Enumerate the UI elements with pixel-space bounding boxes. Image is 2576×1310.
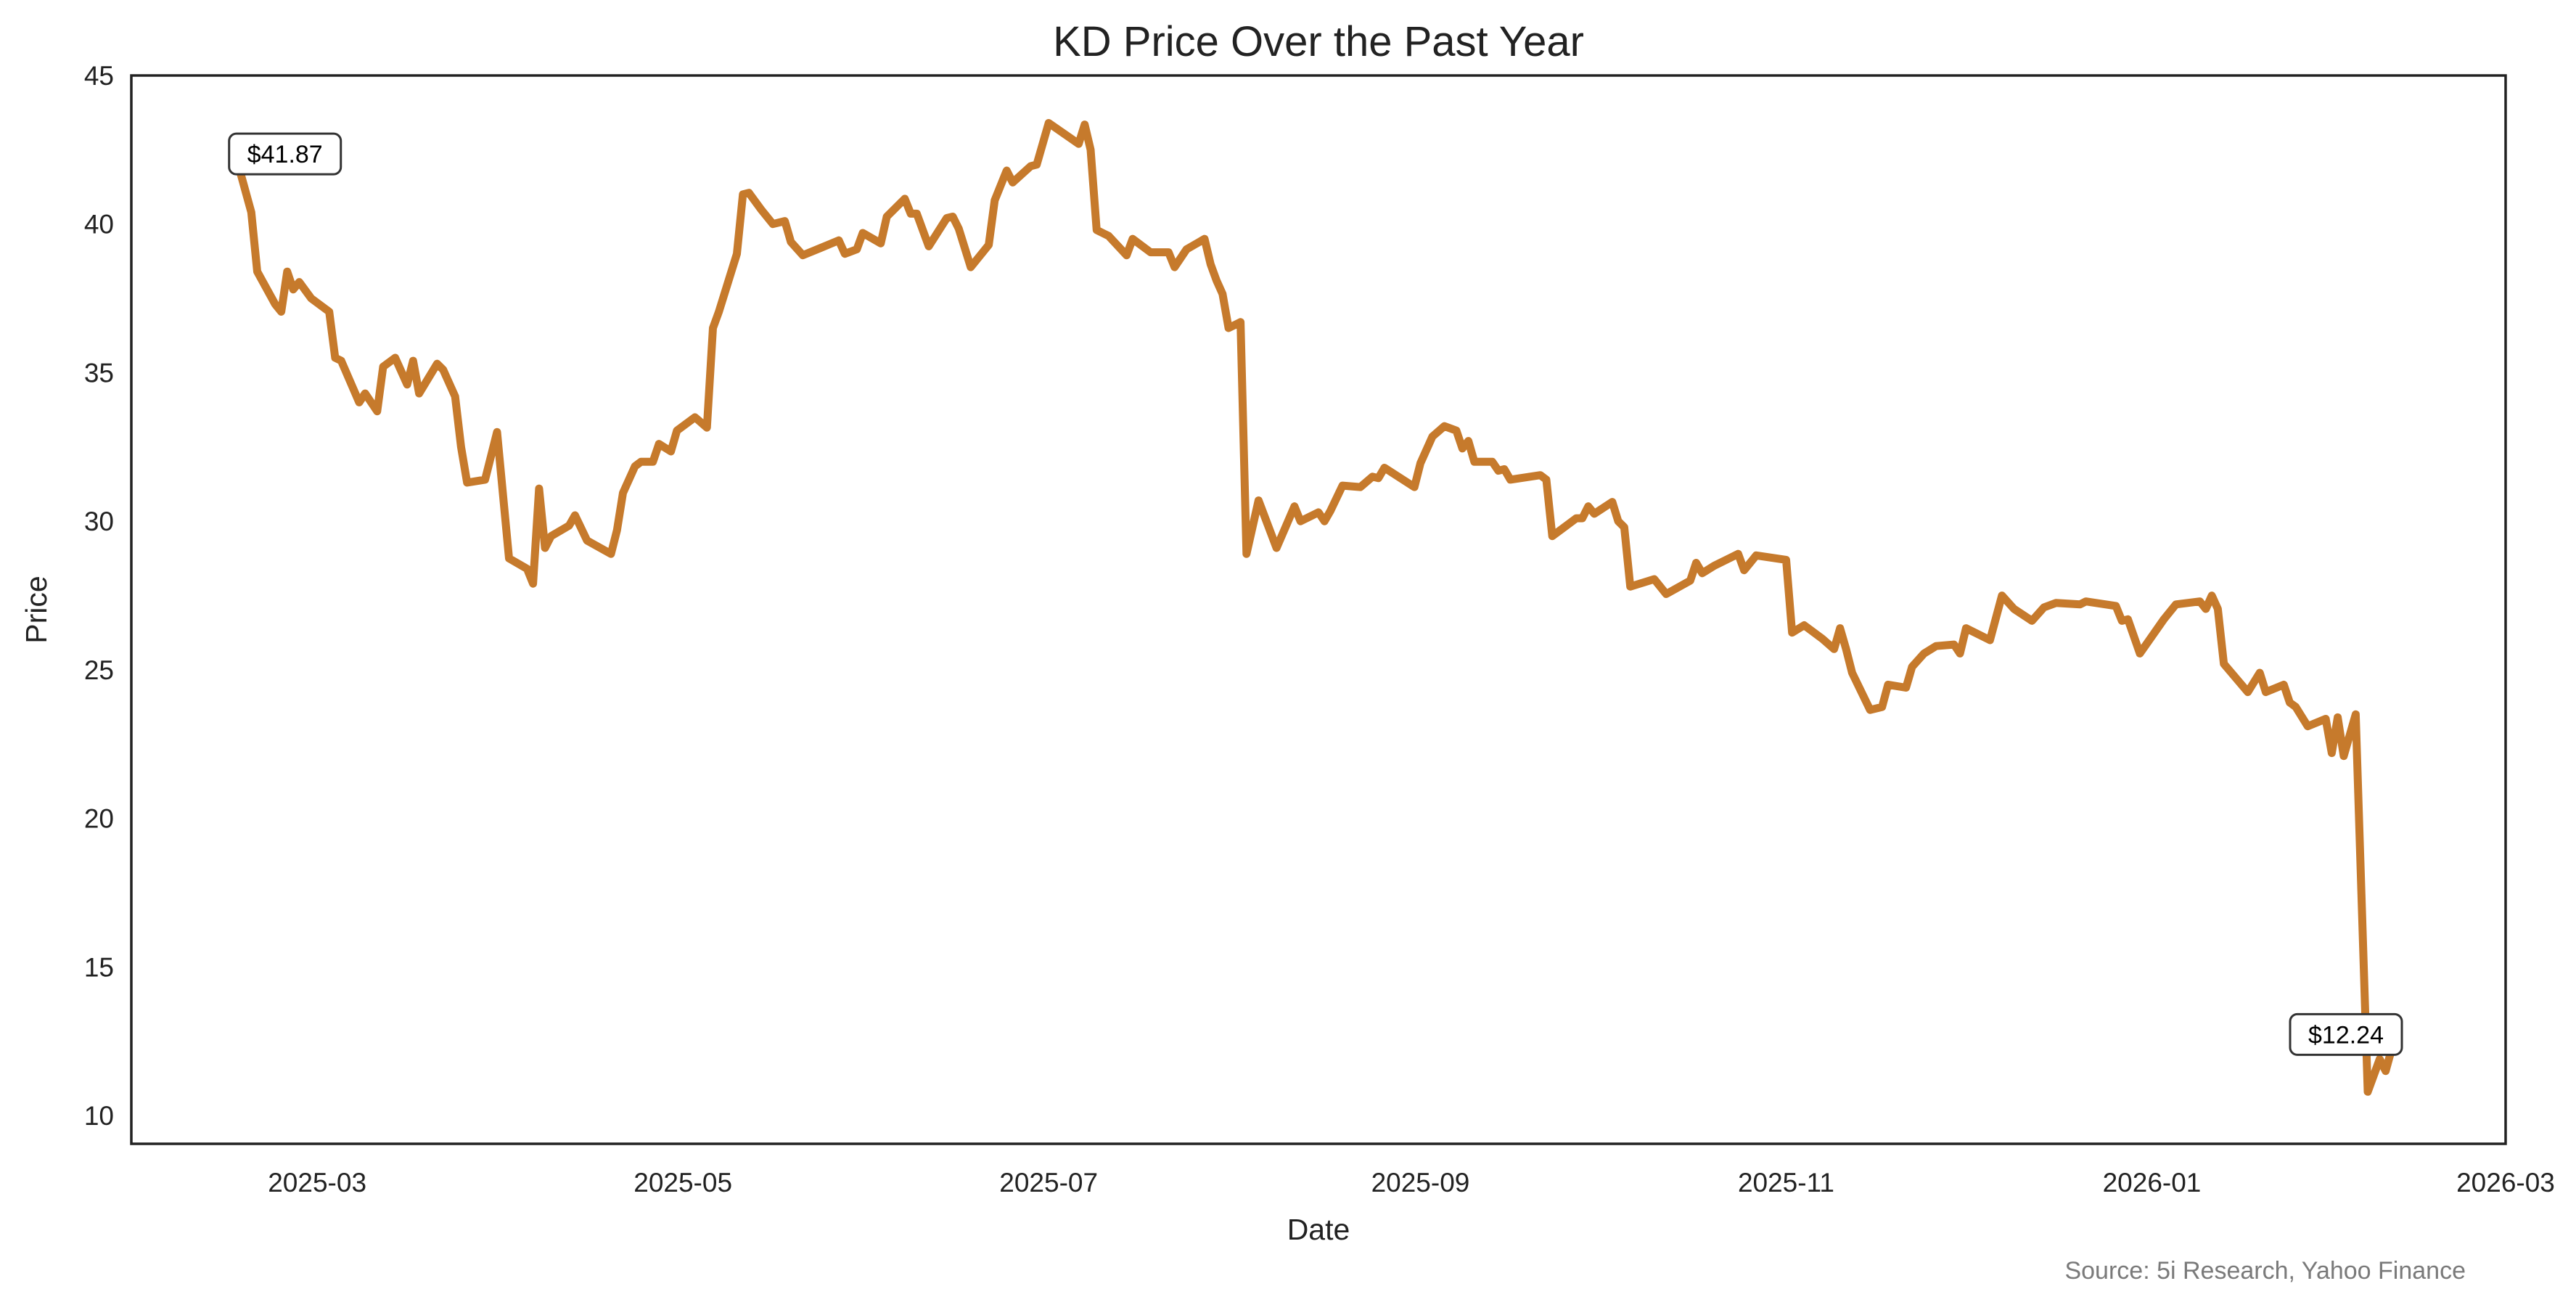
- price-annotation: $12.24: [2289, 1012, 2403, 1056]
- y-axis-label: Price: [20, 576, 53, 643]
- price-line: [235, 119, 2396, 1096]
- plot-frame: [130, 74, 2507, 1145]
- x-axis-label: Date: [1287, 1213, 1350, 1246]
- x-tick-label: 2025-07: [999, 1168, 1098, 1198]
- x-tick-label: 2025-11: [1738, 1168, 1834, 1198]
- y-tick-label: 20: [84, 804, 114, 834]
- y-tick-label: 40: [84, 210, 114, 240]
- y-tick-label: 25: [84, 655, 114, 685]
- annotation-text: $12.24: [2308, 1021, 2384, 1049]
- annotation-text: $41.87: [247, 141, 323, 168]
- price-annotation: $41.87: [228, 132, 342, 176]
- annotation-box: [2289, 1012, 2403, 1056]
- y-axis-ticks: 10 15 20 25 30 35 40 45: [84, 61, 114, 1131]
- chart-title: KD Price Over the Past Year: [1053, 18, 1584, 65]
- y-tick-label: 45: [84, 61, 114, 91]
- x-tick-label: 2025-05: [633, 1168, 732, 1198]
- x-axis-ticks: 2025-03 2025-05 2025-07 2025-09 2025-11 2026-…: [268, 1168, 2555, 1198]
- x-tick-label: 2026-03: [2456, 1168, 2555, 1198]
- y-tick-label: 15: [84, 952, 114, 982]
- y-tick-label: 35: [84, 358, 114, 388]
- x-tick-label: 2026-01: [2103, 1168, 2202, 1198]
- annotations: $41.87 $12.24: [228, 132, 2403, 1056]
- x-tick-label: 2025-09: [1371, 1168, 1470, 1198]
- x-tick-label: 2025-03: [268, 1168, 366, 1198]
- y-tick-label: 30: [84, 507, 114, 536]
- source-note: Source: 5i Research, Yahoo Finance: [2064, 1257, 2466, 1285]
- y-tick-label: 10: [84, 1101, 114, 1131]
- annotation-box: [228, 132, 342, 176]
